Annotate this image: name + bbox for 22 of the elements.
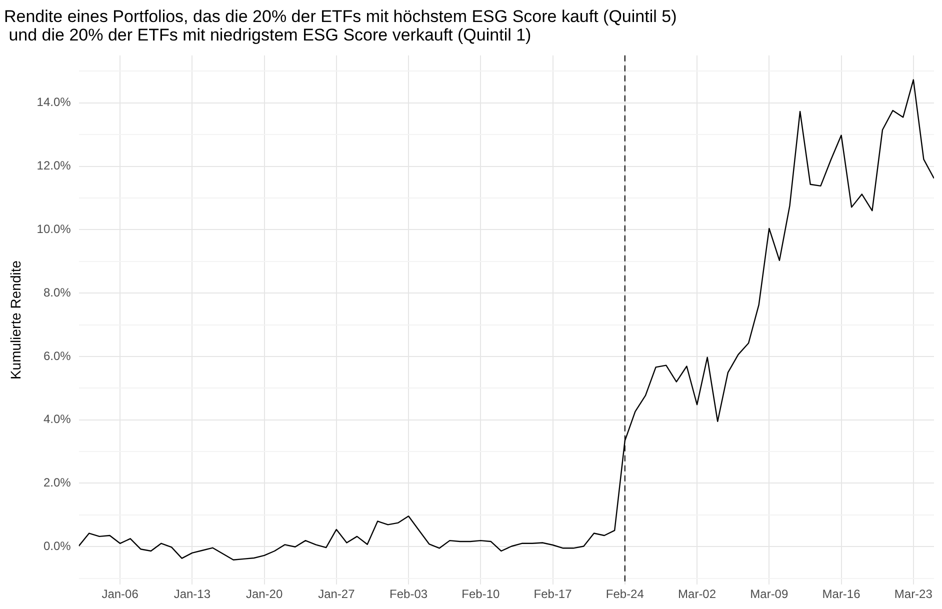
y-tick-label: 14.0%	[36, 95, 72, 110]
y-tick-label: 6.0%	[43, 348, 72, 363]
x-tick-label: Jan-06	[102, 587, 139, 602]
y-tick-label: 8.0%	[43, 285, 72, 300]
y-axis-title: Kumulierte Rendite	[7, 260, 24, 380]
x-tick-label: Jan-13	[174, 587, 211, 602]
y-tick-label: 10.0%	[36, 222, 72, 236]
x-tick-label: Feb-17	[534, 587, 572, 602]
y-tick-label: 2.0%	[43, 476, 72, 490]
x-tick-label: Mar-23	[894, 587, 933, 602]
chart-title: Rendite eines Portfolios, das die 20% der ETFs mit höchstem ESG Score kauft (Quintil 5) und die 20% der ETFs mit niedrigstem ESG Score verkauft (Quintil 1)	[4, 7, 677, 45]
x-tick-label: Jan-27	[318, 587, 356, 602]
x-tick-label: Mar-09	[750, 587, 788, 602]
x-tick-label: Mar-16	[822, 587, 861, 602]
y-tick-label: 0.0%	[43, 538, 72, 553]
x-tick-label: Feb-03	[390, 587, 428, 602]
x-tick-label: Feb-24	[606, 587, 644, 602]
y-tick-label: 12.0%	[36, 158, 72, 173]
y-tick-label: 4.0%	[43, 412, 72, 426]
x-tick-label: Feb-10	[462, 587, 500, 602]
x-tick-label: Mar-02	[678, 587, 716, 602]
x-tick-label: Jan-20	[246, 587, 283, 602]
